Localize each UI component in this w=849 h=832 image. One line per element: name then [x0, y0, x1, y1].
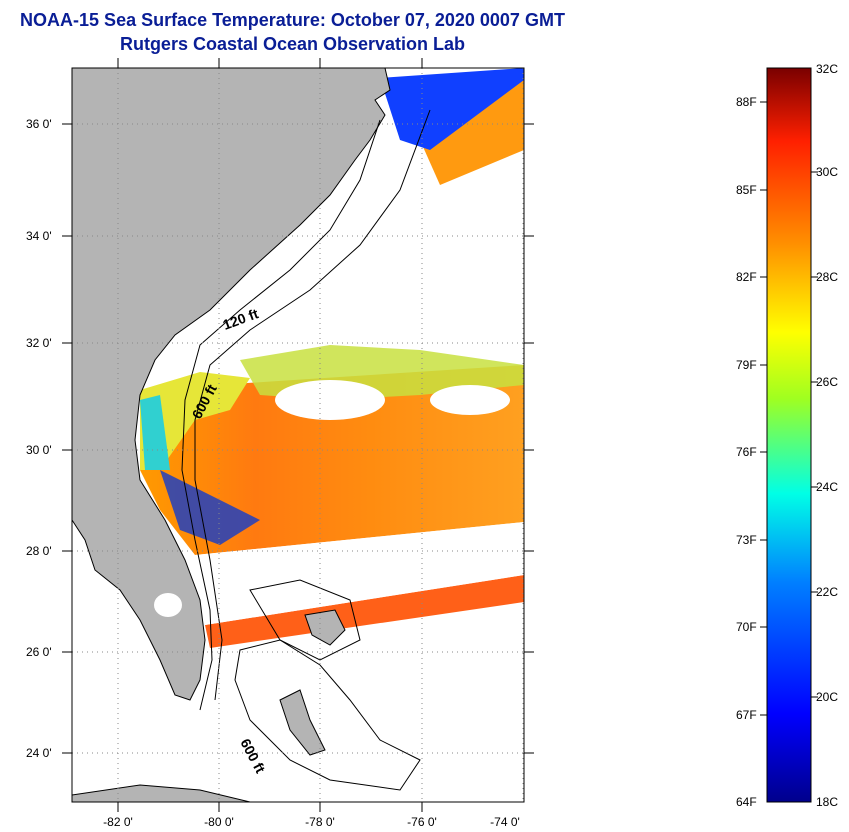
cloud-gap — [195, 522, 524, 625]
cloud-patch — [430, 385, 510, 415]
sst-southern-band — [205, 575, 524, 648]
land-cuba — [72, 784, 251, 802]
cb-c-28: 28C — [816, 270, 839, 284]
sst-coastal-cyan — [140, 395, 170, 470]
contour-120ft — [181, 119, 381, 711]
cb-c-32: 32C — [816, 62, 839, 76]
land-southeast-us — [72, 68, 391, 701]
cb-c-24: 24C — [816, 480, 839, 494]
cb-f-67: 67F — [736, 708, 757, 722]
cb-c-18: 18C — [816, 795, 839, 809]
lat-label-26: 26 0' — [26, 645, 52, 659]
cb-f-70: 70F — [736, 620, 757, 634]
land-bahamas-abaco — [304, 609, 346, 646]
lon-label-78: -78 0' — [305, 815, 335, 829]
lat-label-24: 24 0' — [26, 746, 52, 760]
lon-label-76: -76 0' — [407, 815, 437, 829]
map-frame — [71, 67, 525, 803]
cb-f-76: 76F — [736, 445, 757, 459]
lon-label-74: -74 0' — [490, 815, 520, 829]
title-line-2: Rutgers Coastal Ocean Observation Lab — [119, 34, 466, 54]
cb-c-22: 22C — [816, 585, 839, 599]
title-line-1: NOAA-15 Sea Surface Temperature: October… — [20, 10, 565, 30]
cb-f-88: 88F — [736, 95, 757, 109]
lat-label-34: 34 0' — [26, 229, 52, 243]
cb-f-82: 82F — [736, 270, 757, 284]
cb-c-20: 20C — [816, 690, 839, 704]
lake-okeechobee — [154, 593, 182, 617]
cb-f-73: 73F — [736, 533, 757, 547]
cb-c-26: 26C — [816, 375, 839, 389]
axis-ticks — [62, 58, 534, 812]
sst-cool-patch — [140, 372, 250, 470]
sst-main-band — [140, 365, 524, 555]
cb-c-30: 30C — [816, 165, 839, 179]
contour-little-bahama-bank — [249, 579, 361, 661]
lat-label-28: 28 0' — [26, 544, 52, 558]
sst-cold-nearshore — [380, 68, 524, 150]
colorbar-ticks — [760, 101, 818, 716]
land-bahamas-andros — [279, 689, 326, 756]
contour-bahamas-banks — [234, 639, 421, 791]
cb-f-85: 85F — [736, 183, 757, 197]
cloud-patch — [275, 380, 385, 420]
lon-label-82: -82 0' — [103, 815, 133, 829]
contour-600ft — [194, 109, 431, 701]
cb-f-79: 79F — [736, 358, 757, 372]
lat-label-32: 32 0' — [26, 336, 52, 350]
lat-label-30: 30 0' — [26, 443, 52, 457]
colorbar — [766, 67, 812, 803]
cb-f-64: 64F — [736, 795, 757, 809]
lon-label-80: -80 0' — [204, 815, 234, 829]
sst-northern-patch — [420, 78, 524, 185]
lat-label-36: 36 0' — [26, 117, 52, 131]
